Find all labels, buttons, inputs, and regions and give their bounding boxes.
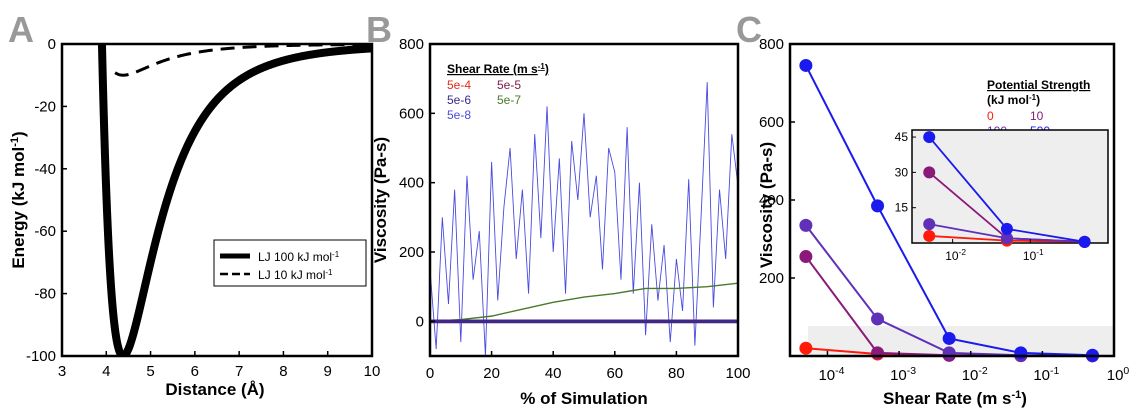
panel-b-legend-title: Shear Rate (m s-1)	[447, 62, 549, 77]
panel-a-xtick-label: 7	[235, 363, 243, 380]
legend-label-5e-6: 5e-6	[447, 93, 471, 107]
data-point-100	[799, 218, 813, 232]
inset-ytick-label: 30	[895, 165, 909, 179]
panel-a-ylabel: Energy (kJ mol-1)	[9, 131, 28, 268]
panel-c-legend: Potential Strength (kJ mol-1) 0 10 100 5…	[987, 78, 1090, 138]
panel-b-xlabel: % of Simulation	[520, 389, 648, 408]
data-point-100	[871, 312, 885, 326]
inset-data-point-500	[1000, 222, 1013, 235]
panel-c-legend-title: Potential Strength	[987, 78, 1090, 92]
panel-a-ytick-label: -100	[26, 348, 56, 365]
panel-a-ytick-label: -40	[34, 161, 56, 178]
inset-data-point-500	[1078, 235, 1091, 248]
panel-a-xtick-label: 9	[324, 363, 332, 380]
panel-b-frame	[428, 42, 740, 358]
data-point-500	[1014, 346, 1028, 360]
inset-data-point-100	[923, 218, 936, 231]
series-line-5e-7	[430, 282, 738, 323]
inset-ytick-label: 45	[895, 130, 909, 144]
legend-label-lj100: LJ 100 kJ mol-1	[258, 250, 340, 265]
panel-a-ytick-label: 0	[48, 36, 56, 53]
panel-c-xtick-label: 10-2	[962, 365, 988, 384]
panel-b-xtick-label: 80	[668, 365, 685, 382]
data-point-10	[871, 346, 885, 360]
legend-label-5e-5: 5e-5	[497, 78, 521, 92]
panel-letter-a: A	[8, 9, 34, 50]
panel-b-ytick-label: 0	[416, 313, 424, 330]
panel-a-xtick-label: 10	[364, 363, 381, 380]
inset-data-point-0	[923, 229, 936, 242]
panel-c-xtick-label: 100	[1107, 365, 1130, 384]
panel-a-legend: LJ 100 kJ mol-1 LJ 10 kJ mol-1	[213, 239, 367, 287]
series-line-lj100	[97, 44, 372, 356]
data-point-500	[942, 331, 956, 345]
panel-b-ytick-label: 400	[399, 175, 424, 192]
panel-letter-c: C	[736, 9, 762, 50]
panel-c-xtick-label: 10-1	[1033, 365, 1059, 384]
legend-label-5e-8: 5e-8	[447, 108, 471, 122]
panel-a-xtick-label: 3	[58, 363, 66, 380]
panel-c-xtick-label: 10-4	[818, 365, 844, 384]
data-point-10	[799, 250, 813, 264]
legend-label-0: 0	[987, 109, 994, 123]
panel-a-xtick-label: 8	[279, 363, 287, 380]
panel-b-xtick-label: 100	[725, 365, 750, 382]
panel-a-chart: 3 4 5 6 7 8 9 100-20-40-60-80-100 Distance (Å) …	[9, 36, 381, 399]
panel-b-xtick-label: 20	[483, 365, 500, 382]
panel-c-ytick-label: 600	[759, 114, 784, 131]
panel-a-xtick-label: 5	[146, 363, 154, 380]
inset-xtick-label: 10-2	[945, 247, 966, 263]
panel-b-xtick-label: 40	[545, 365, 562, 382]
panel-a-frame	[60, 42, 374, 358]
panel-c-xtick-label: 10-3	[890, 365, 916, 384]
panel-c-ytick-label: 400	[759, 192, 784, 209]
panel-b-xtick-label: 0	[426, 365, 434, 382]
legend-label-5e-7: 5e-7	[497, 93, 521, 107]
legend-label-lj10: LJ 10 kJ mol-1	[258, 268, 333, 283]
panel-b-chart: 0 20 40 60 80 100 0 200 400 600 800 % of Simulatio…	[371, 36, 751, 408]
panel-a-xlabel: Distance (Å)	[165, 380, 264, 399]
panel-b-xtick-label: 60	[606, 365, 623, 382]
inset-ytick-label: 15	[895, 201, 909, 215]
panel-b-ylabel: Viscosity (Pa-s)	[371, 137, 390, 263]
panel-c-xlabel: Shear Rate (m s-1)	[883, 389, 1027, 408]
panel-b-ytick-label: 800	[399, 36, 424, 53]
panel-b-ytick-label: 600	[399, 105, 424, 122]
inset-xtick-label: 10-1	[1023, 247, 1044, 263]
data-point-500	[871, 199, 885, 213]
panel-a-ytick-label: -20	[34, 98, 56, 115]
inset-data-point-500	[923, 131, 936, 144]
inset-data-point-100	[1000, 232, 1013, 245]
panel-c-legend-unit: (kJ mol-1)	[987, 93, 1040, 108]
panel-b-legend: Shear Rate (m s-1) 5e-4 5e-5 5e-6 5e-7 5…	[447, 62, 549, 123]
series-line-5e-8	[430, 82, 738, 356]
panel-c-inset: 15 30 45 10-2 10-1	[895, 129, 1109, 263]
panel-b-ytick-label: 200	[399, 244, 424, 261]
series-line-lj10	[114, 44, 372, 77]
panel-a-xtick-label: 4	[102, 363, 110, 380]
panel-c-ylabel: Viscosity (Pa-s)	[757, 142, 776, 268]
legend-label-5e-4: 5e-4	[447, 78, 471, 92]
inset-data-point-10	[923, 166, 936, 179]
panel-c-ytick-label: 200	[759, 270, 784, 287]
panel-a-ytick-label: -60	[34, 223, 56, 240]
panel-a-xtick-label: 6	[191, 363, 199, 380]
data-point-500	[799, 58, 813, 72]
panel-c-ytick-label: 800	[759, 36, 784, 53]
legend-label-10: 10	[1030, 109, 1044, 123]
data-point-100	[942, 346, 956, 360]
panel-a-ytick-label: -80	[34, 286, 56, 303]
data-point-0	[799, 341, 813, 355]
